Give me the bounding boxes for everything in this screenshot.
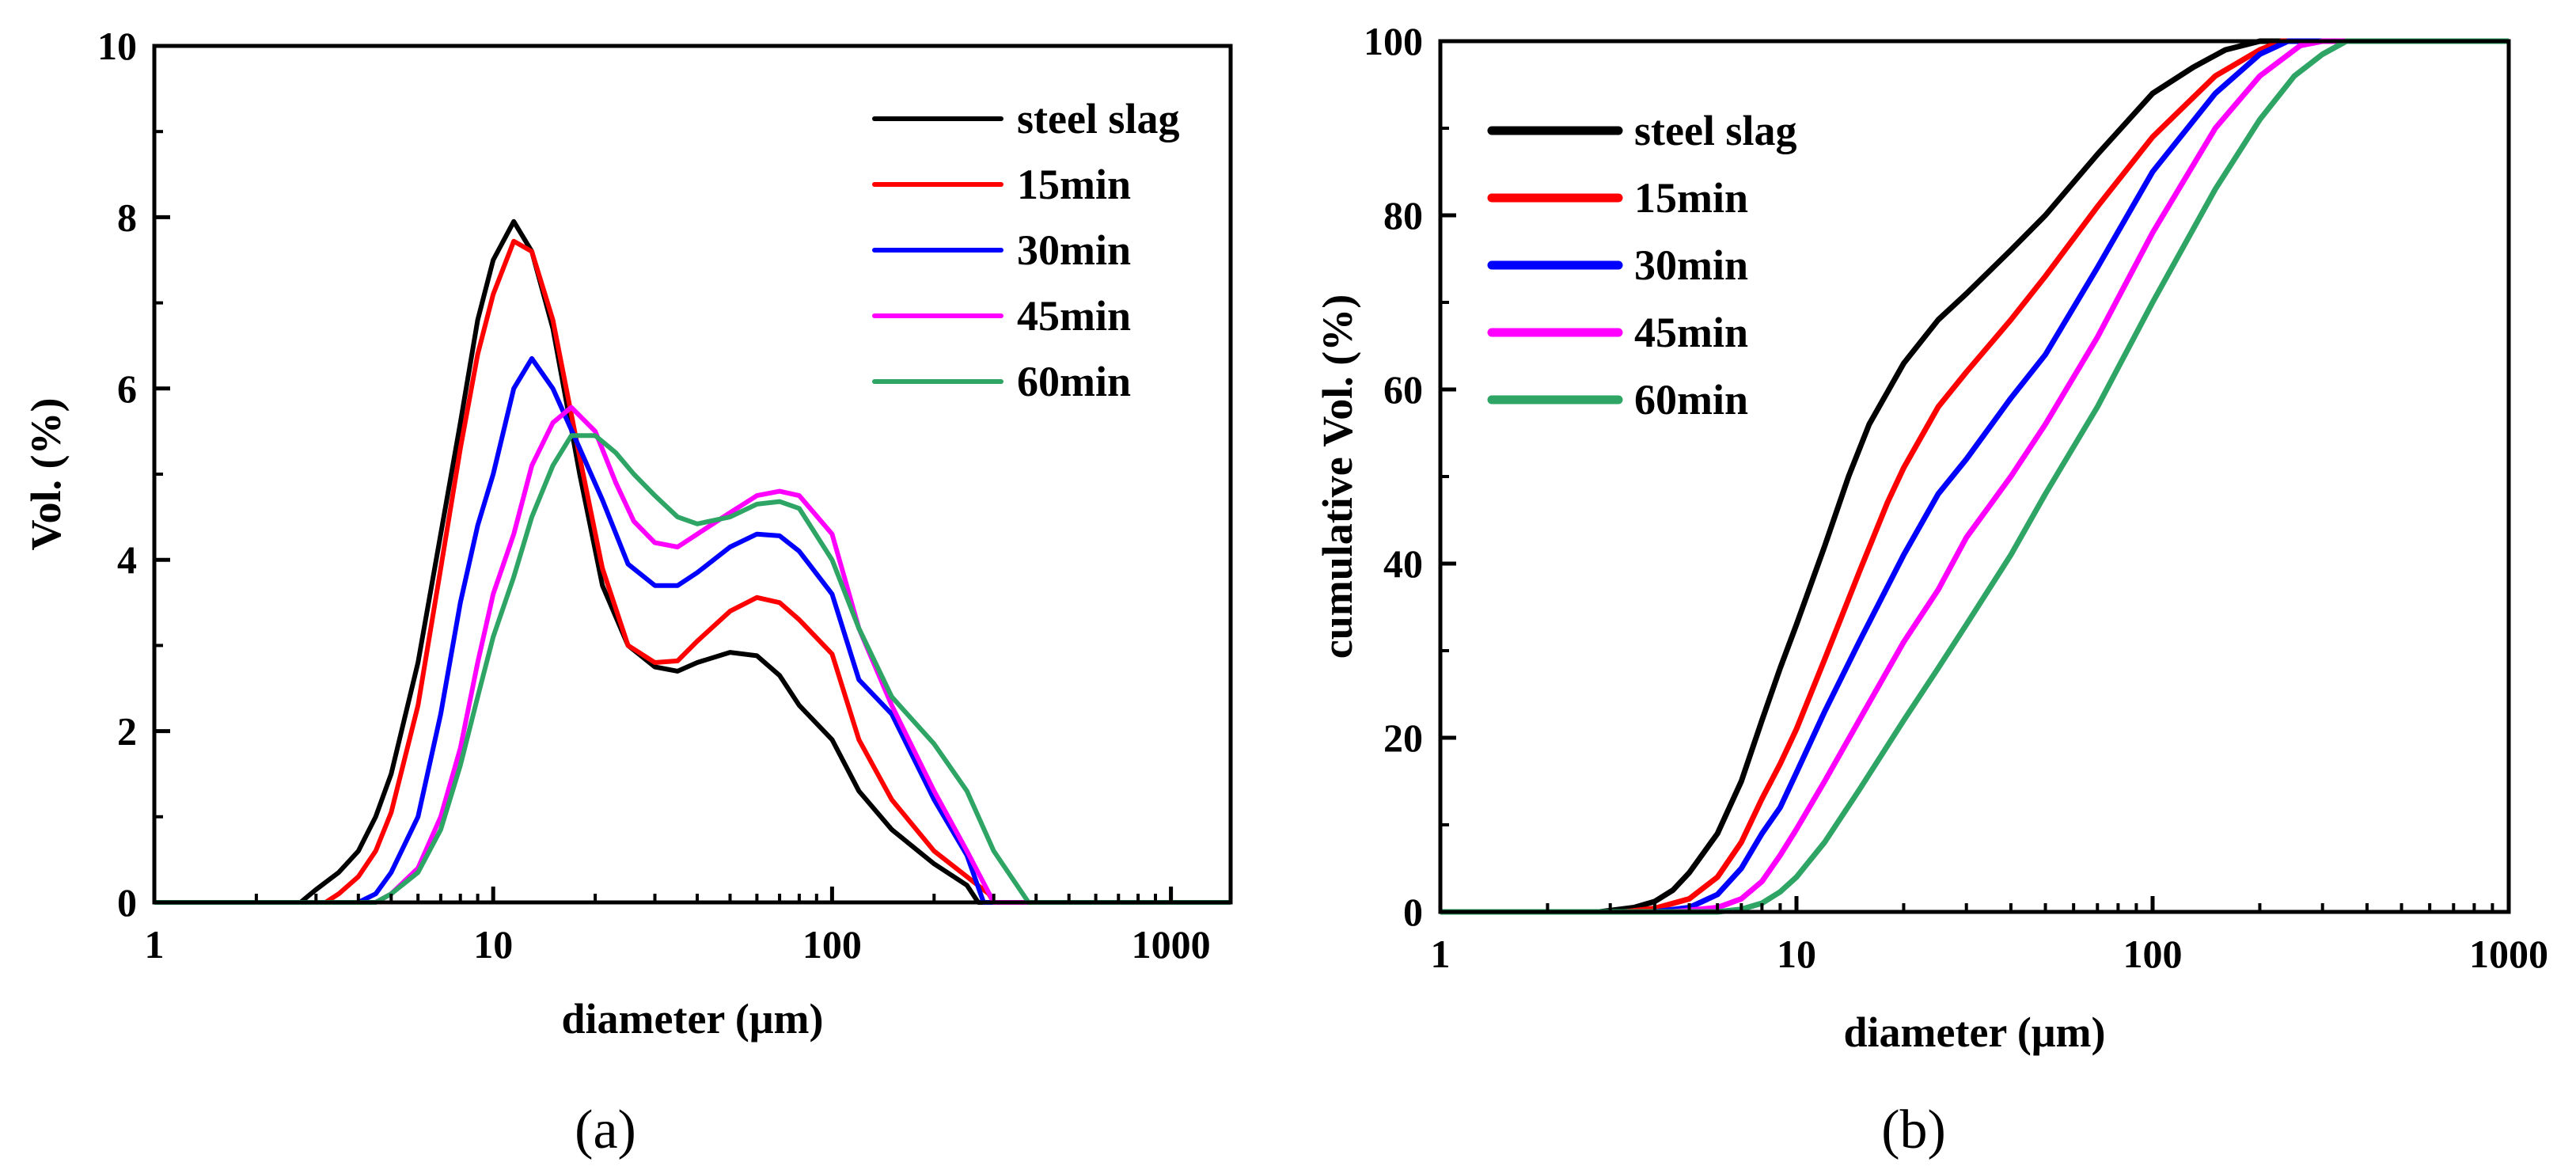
- x-tick-label: 100: [802, 922, 862, 967]
- x-tick-label: 10: [473, 922, 513, 967]
- series-line-45min: [154, 404, 1231, 905]
- chart-a: 1 10 100 1000 0 2 4 6 8 10 steel slag 15min 30min 45…: [22, 24, 1233, 1160]
- legend-item: 60min: [872, 358, 1131, 405]
- x-tick-label: 1: [145, 922, 165, 967]
- chart-b: 1 10 100 1000 0 20 40 60 80 100 steel slag 15min 30…: [1314, 19, 2548, 1160]
- chart-a-ticks: 1 10 100 1000 0 2 4 6 8 10: [97, 24, 1211, 967]
- y-tick-label: 80: [1383, 193, 1423, 237]
- legend-label: steel slag: [1017, 95, 1179, 142]
- y-tick-label: 10: [97, 24, 137, 68]
- chart-b-legend: steel slag 15min 30min 45min 60min: [1487, 107, 1796, 423]
- x-tick-label: 100: [2123, 932, 2183, 976]
- series-line-30min: [154, 355, 1231, 905]
- x-tick-label: 1000: [1132, 922, 1211, 967]
- y-tick-label: 100: [1364, 19, 1423, 63]
- panel-label-b: (b): [1881, 1100, 1946, 1160]
- legend-label: 60min: [1017, 358, 1131, 405]
- legend-label: 30min: [1634, 241, 1748, 289]
- series-line-steel-slag: [154, 218, 1231, 905]
- panel-label-a: (a): [575, 1100, 636, 1160]
- chart-b-series: [1440, 38, 2509, 915]
- legend-item: 30min: [872, 226, 1131, 274]
- legend-label: 45min: [1634, 309, 1748, 356]
- y-tick-label: 40: [1383, 541, 1423, 586]
- series-line-45min: [1440, 38, 2509, 915]
- x-tick-label: 1: [1431, 932, 1451, 976]
- chart-a-legend: steel slag 15min 30min 45min 60min: [872, 95, 1179, 405]
- legend-item: 45min: [872, 292, 1131, 340]
- legend-item: 15min: [872, 161, 1131, 208]
- legend-label: 15min: [1634, 174, 1748, 222]
- legend-item: steel slag: [1487, 107, 1796, 154]
- chart-a-y-label: Vol. (%): [22, 397, 70, 550]
- y-tick-label: 0: [117, 880, 137, 925]
- chart-a-series: [154, 218, 1231, 905]
- legend-label: 15min: [1017, 161, 1131, 208]
- y-tick-label: 2: [117, 709, 137, 754]
- series-line-15min: [154, 238, 1231, 905]
- series-line-steel-slag: [1440, 38, 2509, 915]
- series-line-15min: [1440, 38, 2509, 915]
- legend-label: 45min: [1017, 292, 1131, 340]
- chart-b-y-label: cumulative Vol. (%): [1314, 294, 1361, 659]
- legend-item: steel slag: [872, 95, 1179, 142]
- legend-label: 30min: [1017, 226, 1131, 274]
- y-tick-label: 0: [1403, 890, 1423, 934]
- chart-b-ticks: 1 10 100 1000 0 20 40 60 80 100: [1364, 19, 2548, 976]
- y-tick-label: 8: [117, 195, 137, 239]
- x-tick-label: 10: [1777, 932, 1816, 976]
- chart-b-x-label: diameter (μm): [1844, 1008, 2106, 1056]
- y-tick-label: 20: [1383, 716, 1423, 760]
- series-line-60min: [1440, 38, 2509, 915]
- series-line-30min: [1440, 38, 2509, 915]
- chart-a-x-label: diameter (μm): [562, 995, 824, 1043]
- series-line-60min: [154, 433, 1231, 905]
- y-tick-label: 60: [1383, 367, 1423, 412]
- y-tick-label: 4: [117, 537, 137, 582]
- legend-item: 15min: [1487, 174, 1748, 222]
- x-tick-label: 1000: [2469, 932, 2548, 976]
- legend-label: steel slag: [1634, 107, 1796, 154]
- legend-item: 30min: [1487, 241, 1748, 289]
- legend-item: 60min: [1487, 376, 1748, 423]
- legend-item: 45min: [1487, 309, 1748, 356]
- y-tick-label: 6: [117, 367, 137, 411]
- chart-b-frame: [1438, 39, 2511, 914]
- legend-label: 60min: [1634, 376, 1748, 423]
